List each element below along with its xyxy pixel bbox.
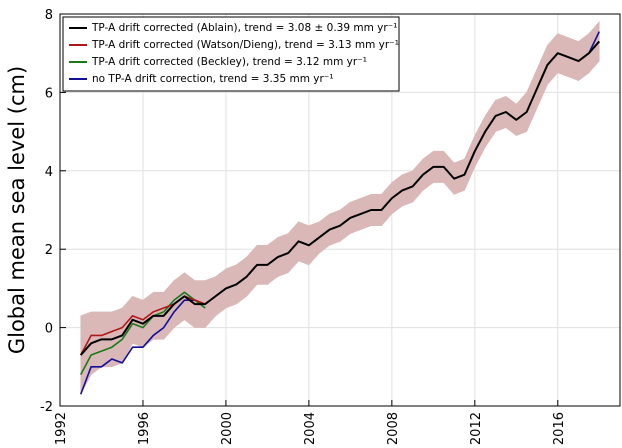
legend-box: [62, 16, 400, 92]
x-tick-label: 1996: [137, 412, 152, 445]
x-tick-label: 2000: [220, 412, 235, 445]
legend-label: TP-A drift corrected (Watson/Dieng), tre…: [91, 39, 399, 51]
y-axis-label: Global mean sea level (cm): [5, 66, 29, 354]
x-tick-label: 1992: [54, 412, 69, 445]
legend-label: no TP-A drift correction, trend = 3.35 m…: [92, 73, 334, 85]
plot-frame: [59, 13, 621, 407]
x-tick-label: 2004: [303, 412, 318, 445]
series-line: [79, 40, 601, 356]
y-tick-label: 2: [45, 243, 53, 258]
y-tick-label: 0: [45, 322, 53, 337]
y-tick-label: 4: [45, 165, 53, 180]
x-tick-label: 2016: [552, 412, 567, 445]
y-tick-label: -2: [40, 400, 53, 415]
series-line: [79, 31, 600, 395]
legend: TP-A drift corrected (Ablain), trend = 3…: [62, 16, 400, 92]
uncertainty-band: [121, 295, 133, 364]
series-line: [80, 291, 206, 376]
y-tick-label: 8: [45, 8, 53, 23]
y-tick-label: 6: [45, 86, 53, 101]
x-tick-label: 2008: [386, 412, 401, 445]
x-tick-label: 2012: [469, 412, 484, 445]
legend-label: TP-A drift corrected (Beckley), trend = …: [91, 56, 367, 68]
legend-label: TP-A drift corrected (Ablain), trend = 3…: [91, 22, 397, 34]
